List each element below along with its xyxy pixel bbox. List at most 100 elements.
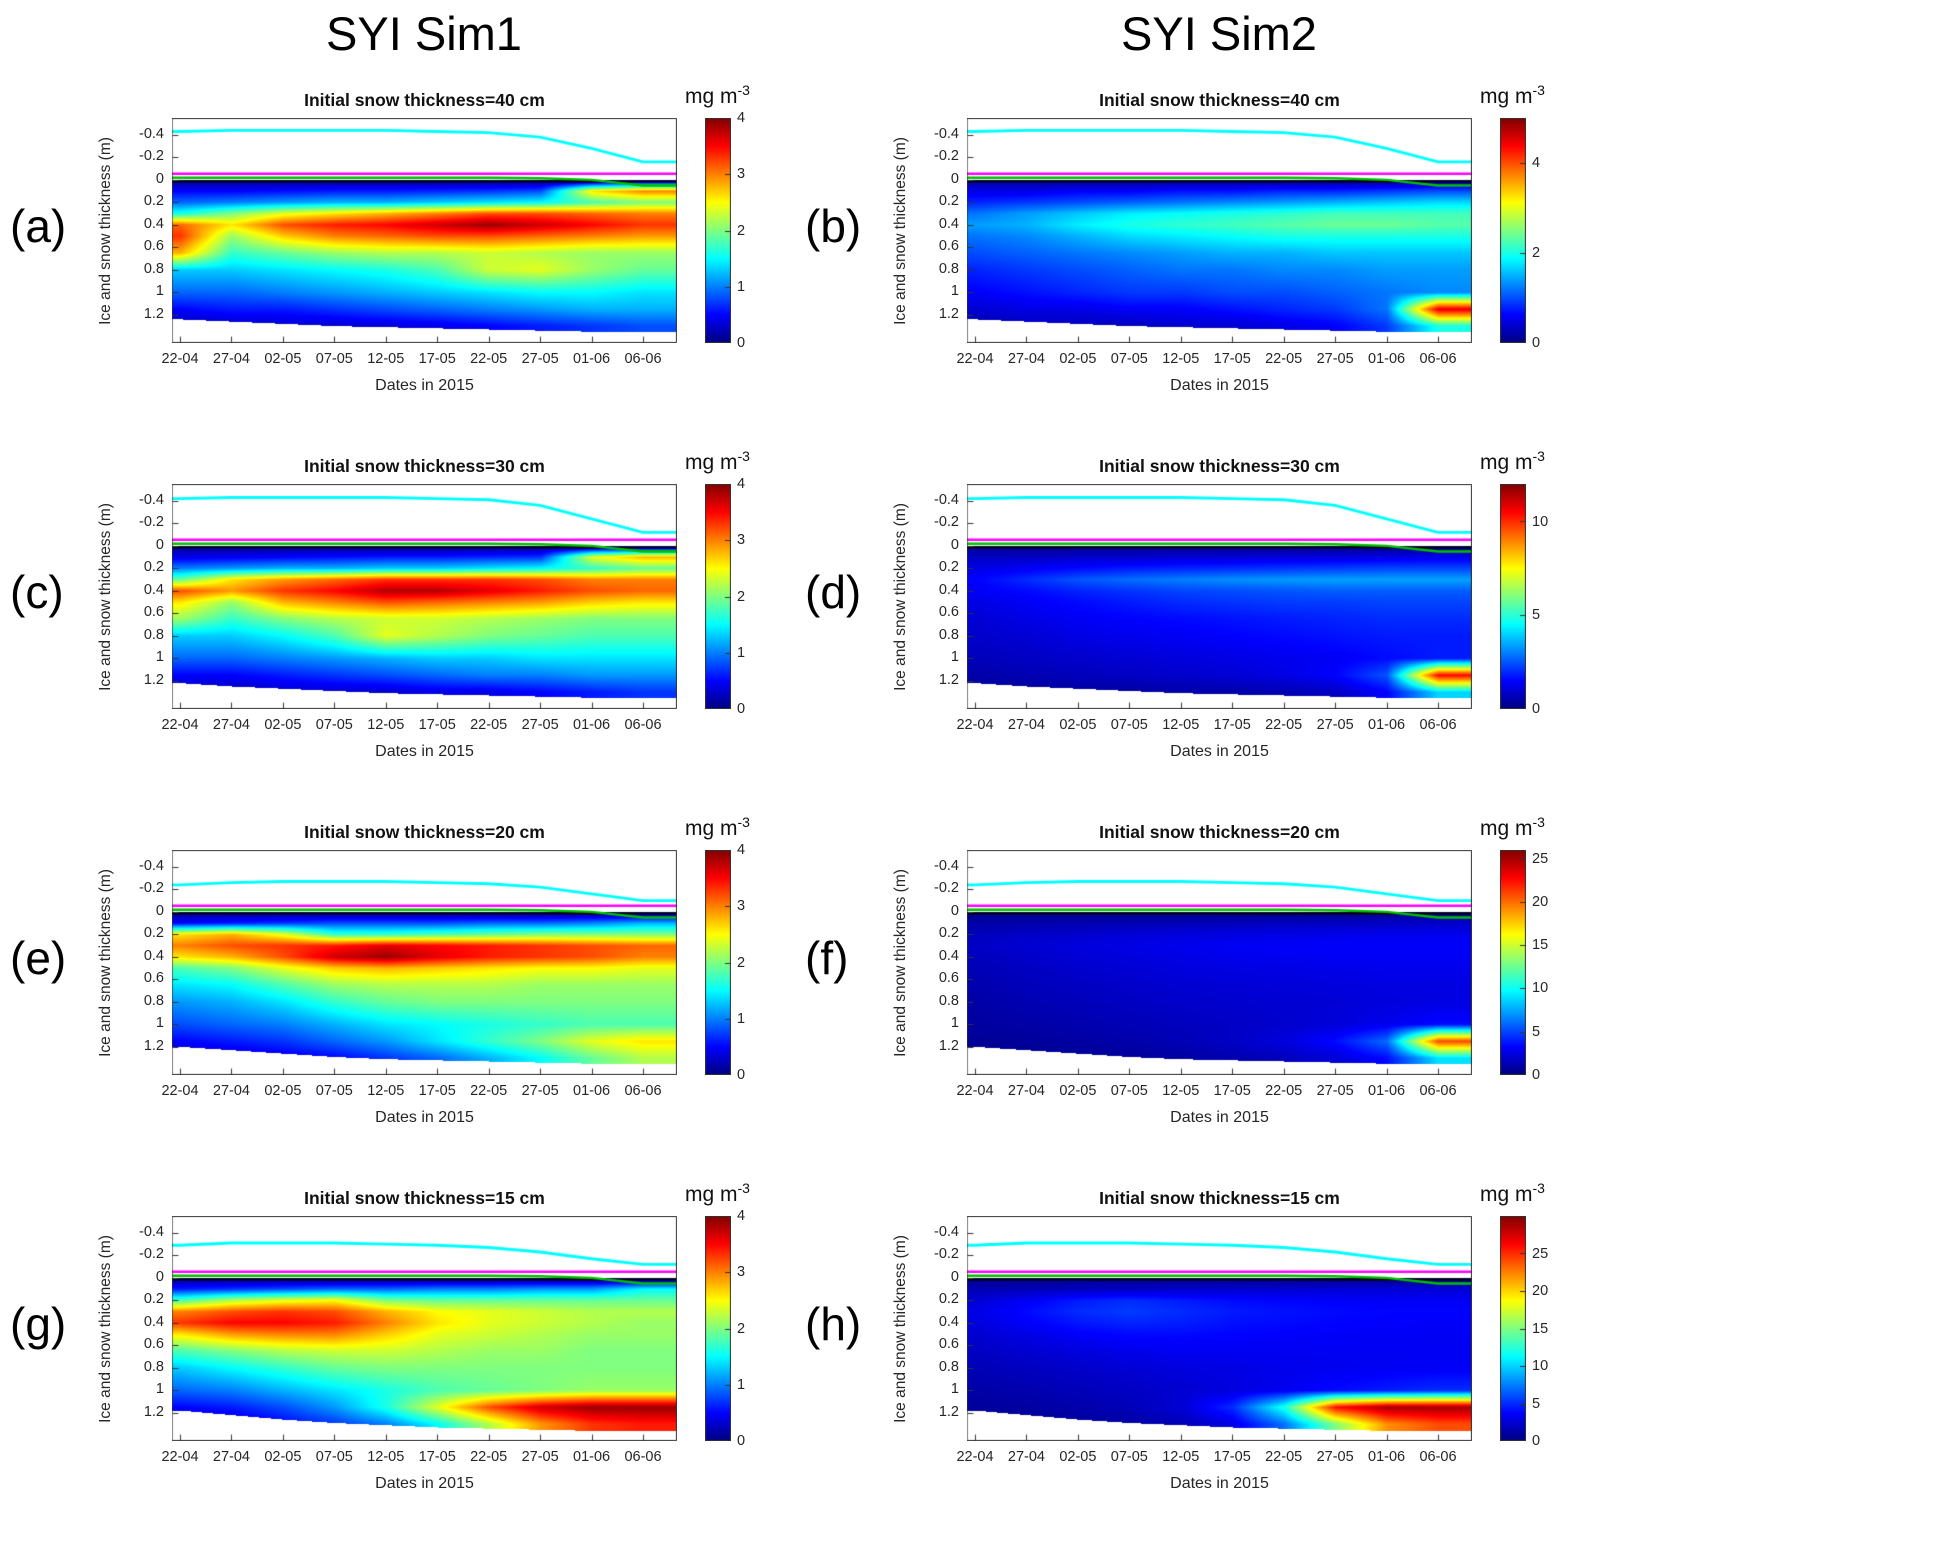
panel-label: (h) <box>805 1297 862 1350</box>
x-tick-label: 02-05 <box>1059 1083 1097 1099</box>
heatmap-panel: (h) Ice and snow thickness (m) Initial s… <box>795 1170 1585 1536</box>
y-tick-label: 0.8 <box>938 992 959 1009</box>
x-tick-label: 27-05 <box>521 1083 559 1099</box>
x-tick-label: 06-06 <box>1419 717 1457 733</box>
x-tick-label: 01-06 <box>573 351 611 367</box>
x-tick-label: 12-05 <box>367 1083 405 1099</box>
y-tick-label: 0.6 <box>938 238 959 255</box>
y-tick-label: 1 <box>155 1015 164 1032</box>
y-tick-label: 1.2 <box>143 671 164 688</box>
x-tick-label: 22-04 <box>956 1449 994 1465</box>
y-tick-label: 0.2 <box>143 559 164 576</box>
panel-title: Initial snow thickness=15 cm <box>1099 1188 1340 1208</box>
colorbar-label-base: mg m <box>685 1183 738 1206</box>
colorbar-label-exp: -3 <box>737 82 750 98</box>
y-tick-label: 0.4 <box>938 581 959 598</box>
y-tick-label: 0 <box>950 902 959 919</box>
colorbar-label-base: mg m <box>1480 1183 1533 1206</box>
colorbar-tick-label: 10 <box>1532 513 1549 530</box>
x-tick-label: 27-05 <box>1316 717 1354 733</box>
panel-title: Initial snow thickness=20 cm <box>1099 822 1340 842</box>
y-tick-label: 0.8 <box>143 626 164 643</box>
colorbar-label: mg m-3 <box>685 82 750 109</box>
colorbar-canvas <box>1500 850 1526 1075</box>
colorbar-tick-label: 5 <box>1532 607 1541 624</box>
x-tick-label: 22-05 <box>1265 1449 1303 1465</box>
y-tick-label: -0.2 <box>139 1246 164 1263</box>
x-tick-label: 07-05 <box>315 717 353 733</box>
x-tick-label: 01-06 <box>1368 1449 1406 1465</box>
y-tick-label: -0.2 <box>139 514 164 531</box>
y-tick-label: -0.2 <box>934 880 959 897</box>
y-tick-label: 0.6 <box>143 1336 164 1353</box>
y-tick-label: 0.4 <box>143 581 164 598</box>
colorbar-tick-label: 0 <box>1532 701 1541 717</box>
y-tick-label: 0.6 <box>938 970 959 987</box>
x-tick-label: 27-04 <box>1007 717 1045 733</box>
y-tick-label: 1.2 <box>938 1037 959 1054</box>
x-tick-label: 22-04 <box>161 717 199 733</box>
x-tick-label: 06-06 <box>624 717 662 733</box>
x-tick-label: 12-05 <box>1162 717 1200 733</box>
x-tick-label: 17-05 <box>1213 1449 1251 1465</box>
colorbar-canvas <box>1500 1216 1526 1441</box>
x-tick-label: 17-05 <box>418 1449 456 1465</box>
y-tick-label: 0 <box>950 1268 959 1285</box>
y-tick-label: -0.4 <box>934 1223 959 1240</box>
colorbar-tick-label: 25 <box>1532 1245 1549 1262</box>
y-tick-label: 0.2 <box>143 1291 164 1308</box>
y-tick-label: 0.6 <box>938 1336 959 1353</box>
x-tick-label: 06-06 <box>1419 1449 1457 1465</box>
colorbar-tick-label: 0 <box>1532 1067 1541 1083</box>
x-tick-label: 01-06 <box>1368 351 1406 367</box>
x-tick-label: 07-05 <box>1110 717 1148 733</box>
x-axis-label: Dates in 2015 <box>375 1475 474 1492</box>
colorbar-label: mg m-3 <box>685 1180 750 1207</box>
y-tick-label: -0.4 <box>139 857 164 874</box>
colorbar-tick-label: 2 <box>737 1320 746 1337</box>
colorbar-tick-label: 2 <box>1532 245 1541 261</box>
x-tick-label: 01-06 <box>573 717 611 733</box>
panel-title: Initial snow thickness=40 cm <box>304 90 545 110</box>
colorbar-canvas <box>705 850 731 1075</box>
x-axis-label: Dates in 2015 <box>1170 1109 1269 1126</box>
x-tick-label: 17-05 <box>418 1083 456 1099</box>
x-tick-label: 27-04 <box>212 351 250 367</box>
heatmap-panel: (e) Ice and snow thickness (m) Initial s… <box>0 804 790 1170</box>
heatmap-panel: (a) Ice and snow thickness (m) Initial s… <box>0 72 790 438</box>
colorbar-tick-label: 1 <box>737 1376 746 1393</box>
x-tick-label: 27-05 <box>1316 1449 1354 1465</box>
y-tick-label: 1 <box>950 1015 959 1032</box>
x-tick-label: 06-06 <box>1419 351 1457 367</box>
x-tick-label: 07-05 <box>315 1083 353 1099</box>
colorbar-tick-label: 3 <box>737 166 746 183</box>
x-tick-label: 02-05 <box>1059 1449 1097 1465</box>
x-tick-label: 06-06 <box>624 351 662 367</box>
y-tick-label: 0.6 <box>143 238 164 255</box>
x-tick-label: 27-05 <box>1316 1083 1354 1099</box>
x-tick-label: 22-04 <box>161 1449 199 1465</box>
x-tick-label: 22-04 <box>956 1083 994 1099</box>
y-tick-label: 0 <box>155 1268 164 1285</box>
panel-title: Initial snow thickness=30 cm <box>304 456 545 476</box>
x-tick-label: 22-05 <box>1265 1083 1303 1099</box>
y-tick-label: 1 <box>155 649 164 666</box>
x-tick-label: 27-05 <box>521 1449 559 1465</box>
heatmap-panel: (f) Ice and snow thickness (m) Initial s… <box>795 804 1585 1170</box>
x-axis-label: Dates in 2015 <box>1170 377 1269 394</box>
y-tick-label: -0.4 <box>139 125 164 142</box>
colorbar-label-base: mg m <box>685 451 738 474</box>
x-tick-label: 07-05 <box>1110 1083 1148 1099</box>
colorbar-tick-label: 0 <box>737 1433 746 1449</box>
x-tick-label: 27-04 <box>1007 1083 1045 1099</box>
y-tick-label: 0.4 <box>938 947 959 964</box>
colorbar-tick-label: 0 <box>1532 1433 1541 1449</box>
panel-title: Initial snow thickness=30 cm <box>1099 456 1340 476</box>
colorbar-canvas <box>705 484 731 709</box>
panel-title: Initial snow thickness=20 cm <box>304 822 545 842</box>
x-tick-label: 22-05 <box>470 717 508 733</box>
y-tick-label: 0.2 <box>938 925 959 942</box>
heatmap-canvas <box>967 850 1472 1075</box>
y-tick-label: 1.2 <box>938 1403 959 1420</box>
colorbar-label-exp: -3 <box>1532 448 1545 464</box>
